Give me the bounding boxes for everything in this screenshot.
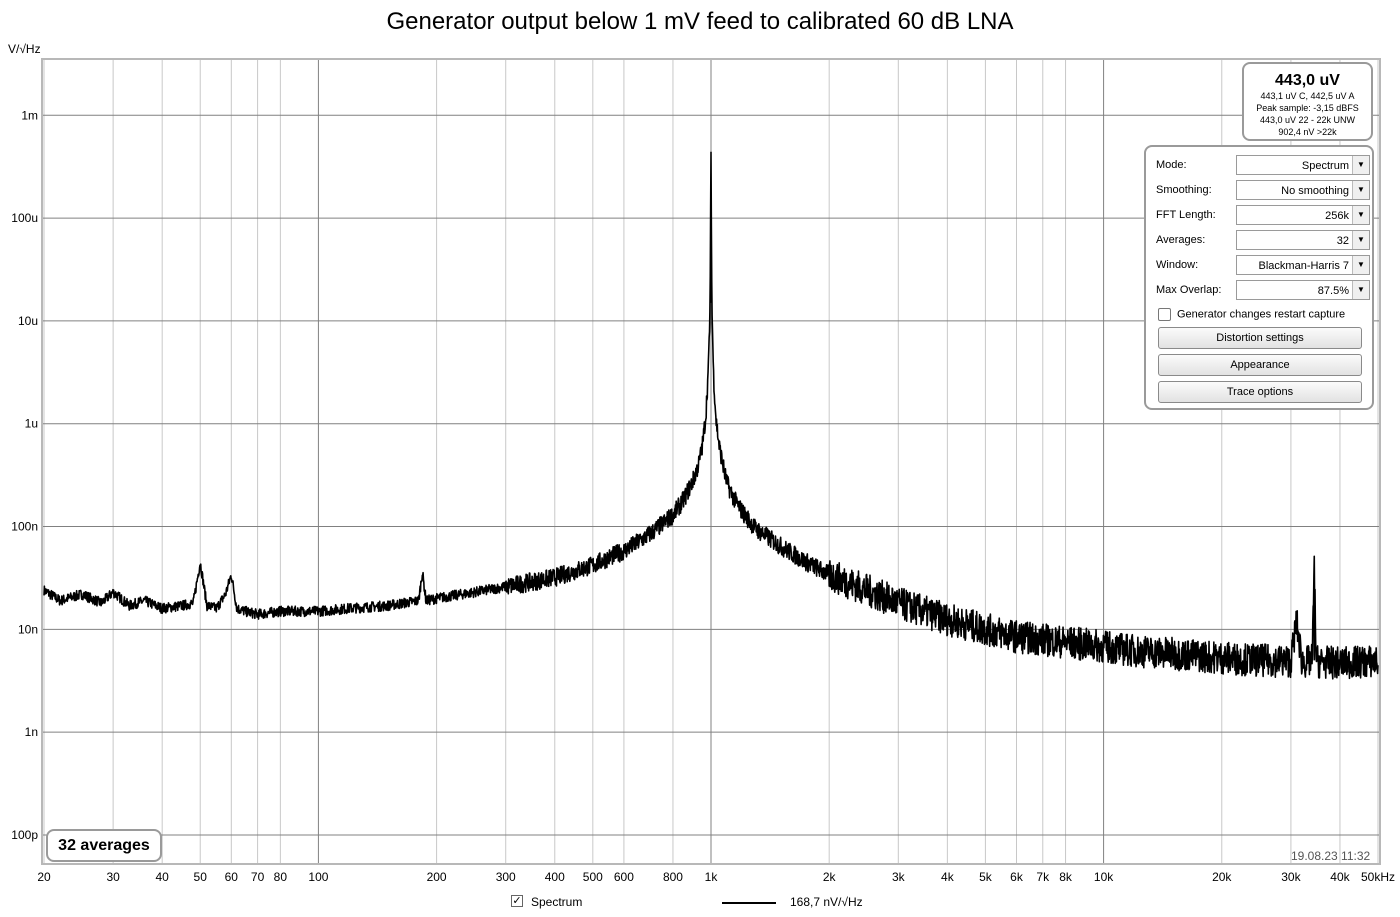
max-overlap-row: Max Overlap: 87.5% ▼	[1156, 280, 1370, 301]
readout-line: Peak sample: -3,15 dBFS	[1256, 103, 1359, 113]
y-tick-label: 100n	[11, 520, 38, 534]
mode-select[interactable]: Spectrum ▼	[1236, 155, 1370, 175]
fft-length-label: FFT Length:	[1156, 209, 1216, 221]
fft-length-value: 256k	[1325, 210, 1349, 222]
fft-length-row: FFT Length: 256k ▼	[1156, 205, 1370, 226]
x-tick-label: 70	[251, 870, 265, 884]
x-tick-label: 500	[583, 870, 603, 884]
x-tick-label: 20k	[1212, 870, 1232, 884]
x-tick-label: 30k	[1281, 870, 1301, 884]
readout-line: 443,1 uV C, 442,5 uV A	[1260, 91, 1355, 101]
averages-badge: 32 averages	[46, 829, 162, 862]
trace-line-swatch	[722, 902, 776, 904]
chevron-down-icon[interactable]: ▼	[1352, 181, 1369, 199]
smoothing-value: No smoothing	[1281, 185, 1349, 197]
x-tick-label: 600	[614, 870, 634, 884]
y-tick-label: 1n	[25, 725, 38, 739]
readout-line: 902,4 nV >22k	[1278, 127, 1337, 137]
x-tick-label: 200	[427, 870, 447, 884]
x-tick-label: 30	[106, 870, 120, 884]
x-tick-label: 8k	[1059, 870, 1073, 884]
x-tick-label: 100	[308, 870, 328, 884]
mode-row: Mode: Spectrum ▼	[1156, 155, 1370, 176]
max-overlap-value: 87.5%	[1317, 285, 1349, 297]
spectrum-legend-label: Spectrum	[531, 895, 583, 909]
mode-label: Mode:	[1156, 159, 1187, 171]
window-label: Window:	[1156, 259, 1199, 271]
window-row: Window: Blackman-Harris 7 ▼	[1156, 255, 1370, 276]
distortion-settings-button[interactable]: Distortion settings	[1158, 327, 1362, 349]
smoothing-row: Smoothing: No smoothing ▼	[1156, 180, 1370, 201]
fft-length-select[interactable]: 256k ▼	[1236, 205, 1370, 225]
x-tick-label: 3k	[892, 870, 906, 884]
x-tick-label: 50kHz	[1361, 870, 1395, 884]
x-tick-label: 7k	[1036, 870, 1050, 884]
x-tick-label: 80	[274, 870, 288, 884]
x-tick-label: 300	[496, 870, 516, 884]
chevron-down-icon[interactable]: ▼	[1352, 281, 1369, 299]
window-select[interactable]: Blackman-Harris 7 ▼	[1236, 255, 1370, 275]
generator-restart-option[interactable]: Generator changes restart capture	[1158, 308, 1345, 321]
x-tick-label: 50	[194, 870, 208, 884]
smoothing-select[interactable]: No smoothing ▼	[1236, 180, 1370, 200]
spectrum-chart[interactable]	[43, 60, 1379, 863]
y-tick-label: 10u	[18, 314, 38, 328]
smoothing-label: Smoothing:	[1156, 184, 1212, 196]
cursor-value-readout: 168,7 nV/√Hz	[790, 895, 863, 909]
level-readout-panel[interactable]: 443,0 uV 443,1 uV C, 442,5 uV A Peak sam…	[1242, 62, 1373, 141]
spectrum-trace	[43, 151, 1379, 680]
chevron-down-icon[interactable]: ▼	[1352, 256, 1369, 274]
x-tick-label: 2k	[823, 870, 837, 884]
x-tick-label: 6k	[1010, 870, 1024, 884]
x-tick-label: 40	[156, 870, 170, 884]
averages-value: 32	[1336, 235, 1349, 247]
y-tick-label: 1m	[21, 108, 38, 122]
x-tick-label: 1k	[705, 870, 719, 884]
generator-restart-label: Generator changes restart capture	[1177, 308, 1346, 321]
chevron-down-icon[interactable]: ▼	[1352, 231, 1369, 249]
averages-label: Averages:	[1156, 234, 1206, 246]
trace-legend: ✓ Spectrum 168,7 nV/√Hz	[0, 893, 1400, 913]
chevron-down-icon[interactable]: ▼	[1352, 206, 1369, 224]
x-tick-label: 800	[663, 870, 683, 884]
trace-options-button[interactable]: Trace options	[1158, 381, 1362, 403]
averages-row: Averages: 32 ▼	[1156, 230, 1370, 251]
x-tick-label: 40k	[1330, 870, 1350, 884]
max-overlap-label: Max Overlap:	[1156, 284, 1222, 296]
x-tick-label: 20	[37, 870, 51, 884]
chevron-down-icon[interactable]: ▼	[1352, 156, 1369, 174]
y-axis-unit-label: V/√Hz	[8, 42, 41, 56]
max-overlap-select[interactable]: 87.5% ▼	[1236, 280, 1370, 300]
averages-select[interactable]: 32 ▼	[1236, 230, 1370, 250]
spectrum-visibility-checkbox[interactable]: ✓	[511, 895, 523, 907]
page-title: Generator output below 1 mV feed to cali…	[386, 8, 1014, 35]
generator-restart-checkbox[interactable]	[1158, 308, 1171, 321]
graph-settings-panel: Mode: Spectrum ▼ Smoothing: No smoothing…	[1144, 145, 1374, 410]
y-tick-label: 1u	[25, 417, 38, 431]
timestamp: 19.08.23 11:32	[1291, 849, 1371, 863]
x-tick-label: 60	[225, 870, 239, 884]
readout-main-value: 443,0 uV	[1275, 72, 1340, 89]
mode-value: Spectrum	[1301, 160, 1349, 172]
y-tick-label: 100p	[11, 828, 38, 842]
appearance-button[interactable]: Appearance	[1158, 354, 1362, 376]
x-tick-label: 4k	[941, 870, 955, 884]
x-tick-label: 5k	[979, 870, 993, 884]
y-tick-label: 10n	[18, 622, 38, 636]
x-tick-label: 400	[545, 870, 565, 884]
y-tick-label: 100u	[11, 211, 38, 225]
x-tick-label: 10k	[1094, 870, 1114, 884]
readout-line: 443,0 uV 22 - 22k UNW	[1259, 115, 1356, 125]
window-value: Blackman-Harris 7	[1258, 260, 1349, 272]
